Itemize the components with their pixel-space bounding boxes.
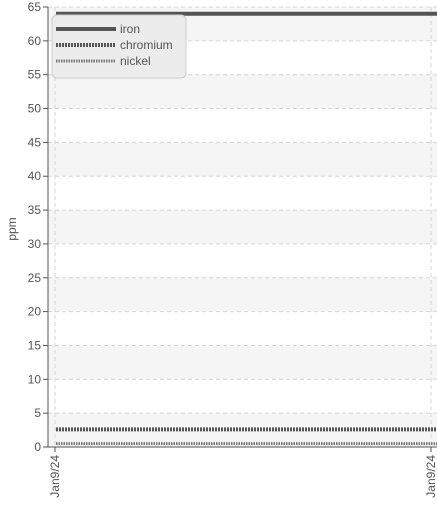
- y-tick-label: 30: [28, 237, 42, 251]
- series-lines: [56, 11, 437, 446]
- y-tick-label: 50: [28, 102, 42, 116]
- y-tick-label: 10: [28, 372, 42, 386]
- y-tick-label: 40: [28, 169, 42, 183]
- y-tick-label: 45: [28, 135, 42, 149]
- x-tick-label: Jan9/24: [424, 455, 437, 498]
- x-tick-label: Jan9/24: [48, 455, 62, 498]
- y-axis: 0 5 10 15 20 25 30 35 40 45 50 55 60 65: [28, 0, 49, 454]
- legend[interactable]: iron chromium nickel: [51, 14, 187, 79]
- y-tick-label: 55: [28, 68, 42, 82]
- y-tick-label: 0: [34, 440, 41, 454]
- y-tick-label: 15: [28, 338, 42, 352]
- grid-band: [48, 210, 437, 244]
- y-tick-label: 65: [28, 0, 42, 14]
- y-tick-label: 5: [34, 406, 41, 420]
- legend-label-iron[interactable]: iron: [120, 22, 140, 36]
- y-tick-label: 35: [28, 203, 42, 217]
- y-tick-label: 25: [28, 271, 42, 285]
- y-axis-label: ppm: [5, 217, 19, 240]
- grid-band: [48, 277, 437, 312]
- x-axis: Jan9/24 Jan9/24: [48, 446, 437, 498]
- grid-lines: [48, 6, 437, 447]
- legend-label-chromium[interactable]: chromium: [120, 38, 173, 52]
- plot-background-bands: [48, 7, 437, 447]
- grid-band: [48, 142, 437, 177]
- legend-label-nickel[interactable]: nickel: [120, 54, 151, 68]
- grid-band: [48, 345, 437, 380]
- y-tick-label: 20: [28, 305, 42, 319]
- grid-band: [48, 74, 437, 109]
- y-tick-label: 60: [28, 34, 42, 48]
